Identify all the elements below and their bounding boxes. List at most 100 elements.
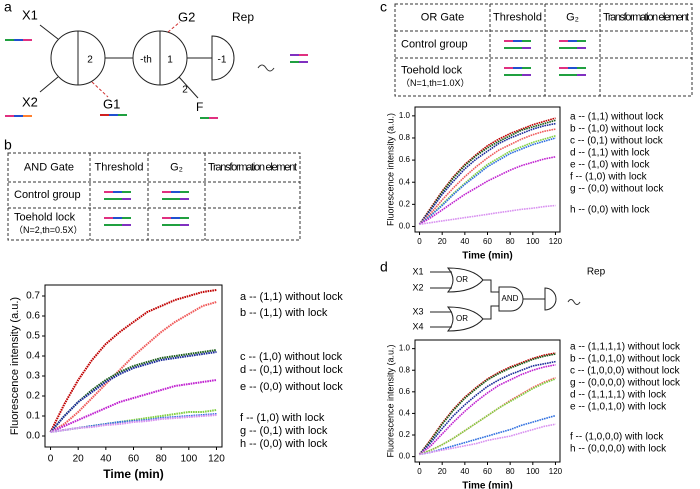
series-line [418, 117, 556, 225]
legend-label: g -- (0,1) with lock [240, 425, 328, 437]
series-line [419, 135, 556, 225]
series-line [49, 349, 217, 433]
legend-label: g -- (0,0,0,0) without lock [570, 378, 681, 389]
series-line [49, 289, 217, 433]
panel-label: c [380, 0, 387, 15]
legend-label: f -- (1,0) with lock [570, 172, 648, 183]
series-line [418, 119, 556, 225]
weight-label: 2 [87, 55, 93, 66]
legend-label: a -- (1,1) without lock [240, 291, 343, 303]
y-tick-label: 0.0 [26, 431, 40, 442]
output-label: Rep [232, 10, 254, 24]
series-line [419, 364, 556, 456]
panel-label: b [4, 137, 12, 153]
legend-label: d -- (1,1) with lock [570, 148, 650, 159]
y-tick-label: 1.0 [399, 344, 411, 353]
row-label: Toehold lock [14, 211, 76, 223]
y-axis-title: Fluorescence intensity (a.u.) [9, 297, 21, 435]
y-tick-label: 0.4 [399, 177, 411, 186]
series-line [419, 378, 556, 456]
input-label: X2 [412, 282, 423, 292]
input-label: X1 [412, 266, 423, 276]
legend-label: b -- (1,0) without lock [570, 124, 664, 135]
y-tick-label: 0.0 [399, 222, 411, 231]
row-label: Control group [14, 189, 81, 201]
x-tick-label: 60 [483, 467, 492, 476]
row-label: （N=2,th=0.5X） [14, 225, 83, 235]
legend-label: b -- (1,1) with lock [240, 307, 328, 319]
x-tick-label: 0 [417, 467, 422, 476]
series-line [50, 414, 217, 433]
x-tick-label: 40 [460, 467, 469, 476]
gate-label: G2 [178, 9, 195, 24]
gate-label: AND [502, 294, 519, 303]
series-line [419, 156, 556, 225]
row-label: Toehold lock [401, 64, 463, 76]
y-tick-label: 0.3 [26, 371, 40, 382]
table-header: Threshold [493, 11, 542, 23]
legend-label: h -- (0,0,0,0) with lock [570, 444, 667, 455]
legend-label: f -- (1,0) with lock [240, 412, 325, 424]
panel-label: d [380, 259, 388, 275]
legend-label: c -- (0,1) without lock [570, 136, 664, 147]
series-line [50, 301, 217, 433]
table-header: AND Gate [24, 161, 74, 173]
x-axis-title: Time (min) [462, 251, 512, 262]
legend-label: c -- (1,0) without lock [240, 351, 343, 363]
y-axis-title: Fluorescence intensity (a.u.) [385, 113, 395, 226]
y-tick-label: 0.2 [399, 430, 411, 439]
series-line [418, 352, 556, 455]
y-tick-label: 0.6 [399, 387, 411, 396]
x-axis-title: Time (min) [103, 467, 163, 481]
output-label: Rep [587, 267, 606, 278]
x-tick-label: 80 [506, 467, 515, 476]
fuel-label: F [196, 100, 203, 114]
legend-label: f -- (1,0,0,0) with lock [570, 432, 664, 443]
y-tick-label: 0.6 [26, 311, 40, 322]
legend-label: c -- (1,0,0,0) without lock [570, 366, 680, 377]
weight-label: -th [140, 55, 152, 66]
legend-label: h -- (0,0) with lock [240, 438, 328, 450]
series-line [49, 351, 217, 433]
x-tick-label: 100 [180, 454, 197, 465]
y-tick-label: 0.2 [26, 391, 40, 402]
input-label: X4 [412, 321, 423, 331]
x-tick-label: 60 [128, 454, 140, 465]
panel-label: a [4, 0, 12, 15]
x-tick-label: 120 [549, 237, 563, 246]
table-border [7, 152, 301, 241]
legend-label: d -- (0,1) without lock [240, 364, 343, 376]
x-tick-label: 20 [438, 467, 447, 476]
series-line [50, 379, 217, 433]
x-tick-label: 0 [48, 454, 54, 465]
x-tick-label: 120 [208, 454, 225, 465]
y-tick-label: 0.4 [399, 409, 411, 418]
x-tick-label: 100 [526, 237, 540, 246]
table-header: OR Gate [421, 11, 464, 23]
table-border [394, 3, 693, 97]
y-tick-label: 0.5 [26, 331, 40, 342]
y-axis-title: Fluorescence intensity (a.u.) [385, 344, 395, 457]
input-label: X1 [22, 7, 38, 22]
gate-label: OR [456, 314, 468, 323]
x-tick-label: 20 [73, 454, 85, 465]
y-tick-label: 0.7 [26, 291, 40, 302]
diagram-d-shapes [430, 267, 581, 332]
series-line [418, 360, 556, 455]
diagram-a-shapes [39, 21, 275, 99]
legend-label: e -- (0,0) without lock [240, 381, 343, 393]
series-line [419, 204, 556, 226]
legend-label: e -- (1,0) with lock [570, 160, 650, 171]
legend-label: g -- (0,0) without lock [570, 184, 664, 195]
legend-label: e -- (1,0,1,0) with lock [570, 402, 667, 413]
gate-label: OR [456, 275, 468, 284]
x-tick-label: 80 [506, 237, 515, 246]
series-line [418, 122, 556, 225]
x-axis-title: Time (min) [462, 481, 512, 489]
x-tick-label: 120 [549, 467, 563, 476]
y-tick-label: 0.8 [399, 365, 411, 374]
y-tick-label: 0.6 [399, 155, 411, 164]
series-line [419, 423, 556, 456]
y-tick-label: 0.2 [399, 199, 411, 208]
